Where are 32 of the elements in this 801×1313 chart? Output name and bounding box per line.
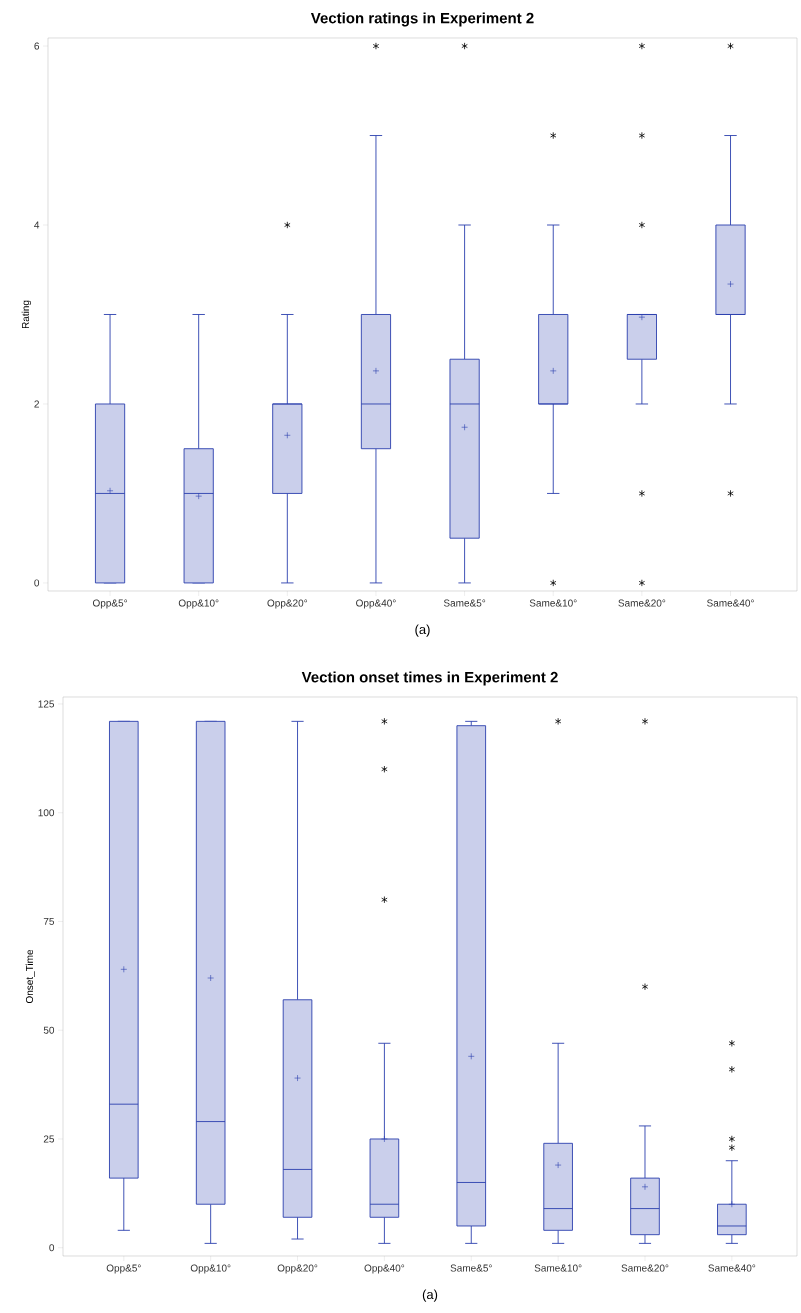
x-tick-label: Opp&5° bbox=[106, 1264, 141, 1274]
y-axis-title: Onset_Time bbox=[25, 949, 35, 1004]
x-tick-label: Opp&5° bbox=[92, 599, 128, 609]
y-tick-label: 2 bbox=[34, 400, 39, 408]
x-tick-label: Same&5° bbox=[443, 599, 486, 607]
y-tick-label: 100 bbox=[38, 809, 55, 817]
x-tick-label: Same&20° bbox=[621, 1264, 669, 1272]
y-tick-label: 75 bbox=[43, 917, 55, 925]
y-axis-title: Rating bbox=[21, 300, 32, 329]
y-tick-label: 25 bbox=[43, 1135, 55, 1143]
x-tick-label: Same&10° bbox=[534, 1264, 582, 1272]
x-tick-label: Opp&40° bbox=[364, 1264, 405, 1274]
x-tick-label: Same&40° bbox=[708, 1264, 756, 1272]
x-tick-label: Opp&20° bbox=[277, 1264, 318, 1274]
y-tick-label: 125 bbox=[38, 700, 55, 708]
y-tick-label: 0 bbox=[34, 579, 40, 587]
y-tick-label: 50 bbox=[43, 1026, 55, 1034]
chart-title: Vection onset times in Experiment 2 bbox=[301, 671, 558, 686]
y-tick-label: 0 bbox=[49, 1244, 55, 1252]
x-tick-label: Opp&10° bbox=[178, 599, 219, 609]
chart-title: Vection ratings in Experiment 2 bbox=[310, 12, 534, 27]
x-tick-label: Same&10° bbox=[529, 599, 577, 607]
y-tick-label: 4 bbox=[34, 221, 40, 229]
y-tick-label: 6 bbox=[34, 42, 40, 50]
text: (a) bbox=[415, 624, 430, 637]
x-tick-label: Opp&40° bbox=[356, 599, 396, 609]
x-tick-label: Same&20° bbox=[618, 599, 666, 607]
x-tick-label: Same&5° bbox=[450, 1264, 492, 1272]
x-tick-label: Opp&20° bbox=[267, 599, 308, 609]
x-tick-label: Opp&10° bbox=[190, 1264, 231, 1274]
x-tick-label: Same&40° bbox=[707, 599, 754, 607]
text: (a) bbox=[422, 1289, 438, 1302]
